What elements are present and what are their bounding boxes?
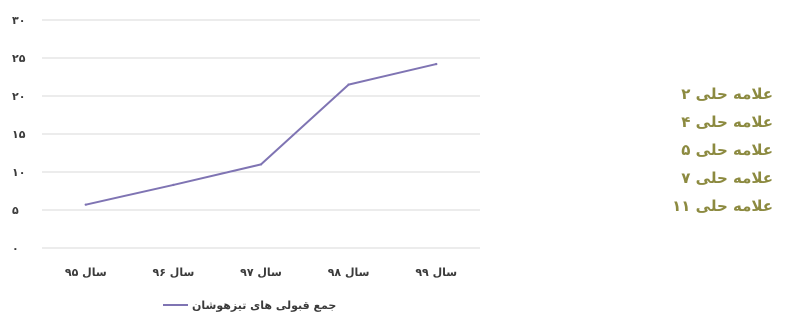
y-tick-label: ۱۵: [12, 128, 26, 141]
data-point: [84, 203, 88, 206]
y-tick-label: ۲۰: [12, 90, 25, 103]
x-tick-label: سال ۹۷: [240, 266, 282, 279]
y-tick-label: ۲۵: [12, 52, 26, 65]
y-axis-labels: ۰ ۵ ۱۰ ۱۵ ۲۰ ۲۵ ۳۰: [12, 14, 26, 255]
school-list-item: علامه حلی ۱۱: [672, 197, 773, 215]
x-tick-label: سال ۹۶: [153, 266, 195, 279]
legend: جمع قبولی های تیزهوشان: [163, 299, 336, 312]
x-tick-label: سال ۹۸: [328, 266, 370, 279]
data-point: [172, 183, 175, 187]
data-point: [259, 163, 263, 166]
x-axis-labels: سال ۹۵ سال ۹۶ سال ۹۷ سال ۹۸ سال ۹۹: [65, 266, 457, 279]
y-tick-label: ۵: [12, 204, 19, 217]
school-list: علامه حلی ۲ علامه حلی ۴ علامه حلی ۵ علامه ح…: [613, 80, 773, 220]
x-tick-label: سال ۹۹: [415, 266, 457, 279]
grid-lines: [42, 19, 480, 249]
school-list-item: علامه حلی ۴: [681, 113, 773, 131]
y-tick-label: ۳۰: [12, 14, 25, 27]
data-point: [435, 62, 438, 66]
series-layer: [84, 62, 438, 206]
y-tick-label: ۱۰: [12, 166, 25, 179]
school-list-item: علامه حلی ۵: [681, 141, 773, 159]
x-tick-label: سال ۹۵: [65, 266, 107, 279]
school-list-item: علامه حلی ۲: [681, 85, 773, 103]
school-list-item: علامه حلی ۷: [681, 169, 773, 187]
legend-label: جمع قبولی های تیزهوشان: [192, 299, 336, 312]
y-tick-label: ۰: [12, 242, 19, 255]
data-point: [347, 83, 350, 86]
